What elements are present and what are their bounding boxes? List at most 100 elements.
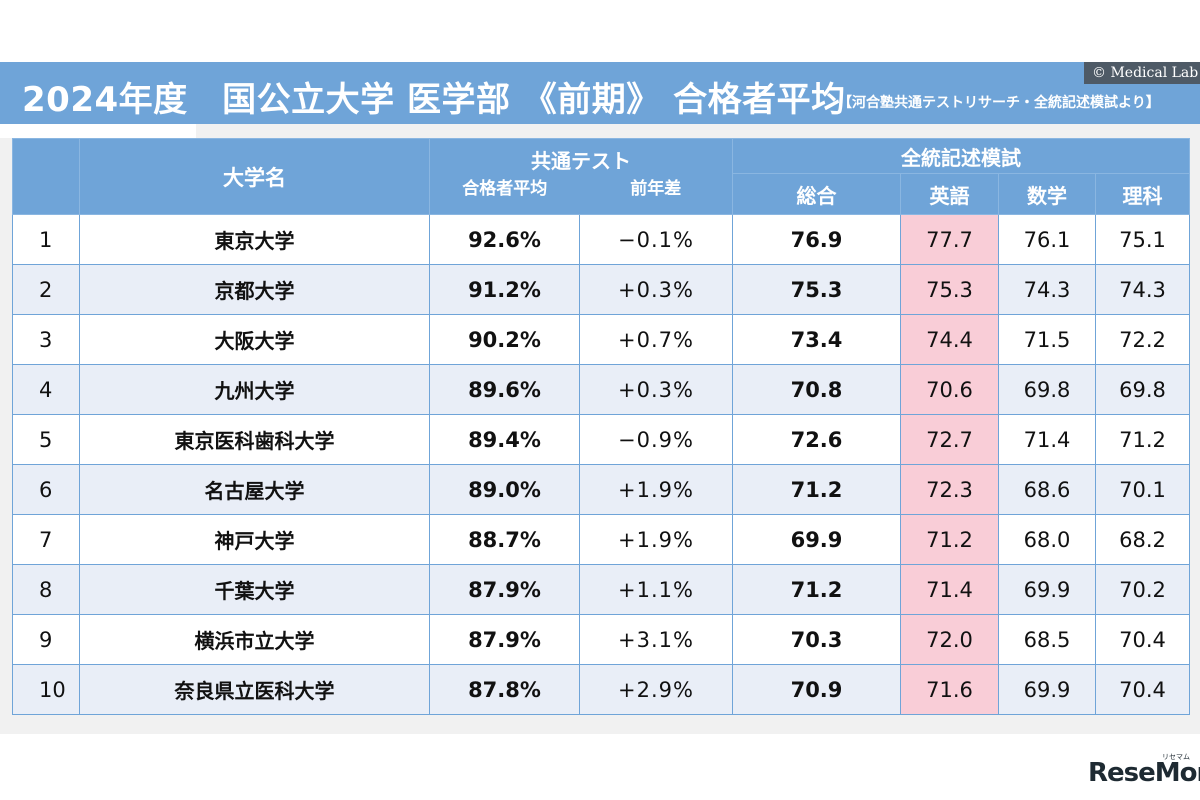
kyotsu-diff-cell: −0.9% xyxy=(579,414,733,465)
rank-cell: 2 xyxy=(12,264,80,315)
kyotsu-diff-cell: +0.3% xyxy=(579,364,733,415)
table-row: 8 千葉大学 87.9% +1.1% 71.2 71.4 69.9 70.2 xyxy=(12,564,1190,615)
header-math: 数学 xyxy=(998,173,1096,215)
science-score-cell: 70.1 xyxy=(1095,464,1190,515)
english-score-cell: 71.4 xyxy=(900,564,999,615)
total-score-cell: 71.2 xyxy=(732,464,901,515)
table-row: 7 神戸大学 88.7% +1.9% 69.9 71.2 68.0 68.2 xyxy=(12,514,1190,565)
header-row-top: 大学名 共通テスト 全統記述模試 xyxy=(12,138,1190,215)
rank-cell: 6 xyxy=(12,464,80,515)
header-university: 大学名 xyxy=(79,138,430,215)
total-score-cell: 72.6 xyxy=(732,414,901,465)
math-score-cell: 69.9 xyxy=(998,564,1096,615)
table-row: 2 京都大学 91.2% +0.3% 75.3 75.3 74.3 74.3 xyxy=(12,264,1190,315)
university-name-cell: 東京大学 xyxy=(79,214,430,265)
rank-cell: 1 xyxy=(12,214,80,265)
rank-cell: 9 xyxy=(12,614,80,665)
kyotsu-avg-cell: 92.6% xyxy=(429,214,580,265)
header-kyotsu: 共通テスト xyxy=(429,138,733,174)
table-row: 5 東京医科歯科大学 89.4% −0.9% 72.6 72.7 71.4 71.2 xyxy=(12,414,1190,465)
kyotsu-diff-cell: +1.9% xyxy=(579,464,733,515)
kyotsu-diff-cell: +1.9% xyxy=(579,514,733,565)
english-score-cell: 72.7 xyxy=(900,414,999,465)
science-score-cell: 72.2 xyxy=(1095,314,1190,365)
resemom-logo-small: リセマム xyxy=(1162,753,1190,761)
total-score-cell: 70.9 xyxy=(732,664,901,715)
total-score-cell: 69.9 xyxy=(732,514,901,565)
header-english: 英語 xyxy=(900,173,999,215)
ranking-table: 大学名 共通テスト 全統記述模試 合格者平均 前年差 総合 英語 数学 理科 1… xyxy=(12,138,1190,715)
science-score-cell: 68.2 xyxy=(1095,514,1190,565)
university-name-cell: 神戸大学 xyxy=(79,514,430,565)
science-score-cell: 71.2 xyxy=(1095,414,1190,465)
kyotsu-avg-cell: 87.9% xyxy=(429,564,580,615)
header-science: 理科 xyxy=(1095,173,1190,215)
science-score-cell: 69.8 xyxy=(1095,364,1190,415)
kyotsu-avg-cell: 89.0% xyxy=(429,464,580,515)
english-score-cell: 71.6 xyxy=(900,664,999,715)
kyotsu-diff-cell: +1.1% xyxy=(579,564,733,615)
university-name-cell: 奈良県立医科大学 xyxy=(79,664,430,715)
english-score-cell: 71.2 xyxy=(900,514,999,565)
rank-cell: 8 xyxy=(12,564,80,615)
rank-cell: 3 xyxy=(12,314,80,365)
header-kyotsu-diff: 前年差 xyxy=(579,173,733,215)
kyotsu-avg-cell: 89.4% xyxy=(429,414,580,465)
english-score-cell: 70.6 xyxy=(900,364,999,415)
kyotsu-diff-cell: −0.1% xyxy=(579,214,733,265)
english-score-cell: 77.7 xyxy=(900,214,999,265)
science-score-cell: 70.2 xyxy=(1095,564,1190,615)
math-score-cell: 69.8 xyxy=(998,364,1096,415)
rank-cell: 4 xyxy=(12,364,80,415)
header-zento: 全統記述模試 xyxy=(732,138,1190,174)
total-score-cell: 70.3 xyxy=(732,614,901,665)
total-score-cell: 76.9 xyxy=(732,214,901,265)
kyotsu-diff-cell: +0.7% xyxy=(579,314,733,365)
rank-cell: 7 xyxy=(12,514,80,565)
university-name-cell: 京都大学 xyxy=(79,264,430,315)
kyotsu-diff-cell: +0.3% xyxy=(579,264,733,315)
total-score-cell: 75.3 xyxy=(732,264,901,315)
table-row: 10 奈良県立医科大学 87.8% +2.9% 70.9 71.6 69.9 70.4 xyxy=(12,664,1190,715)
science-score-cell: 70.4 xyxy=(1095,664,1190,715)
kyotsu-diff-cell: +2.9% xyxy=(579,664,733,715)
total-score-cell: 71.2 xyxy=(732,564,901,615)
kyotsu-avg-cell: 90.2% xyxy=(429,314,580,365)
total-score-cell: 73.4 xyxy=(732,314,901,365)
university-name-cell: 大阪大学 xyxy=(79,314,430,365)
kyotsu-avg-cell: 87.8% xyxy=(429,664,580,715)
rank-cell: 10 xyxy=(12,664,80,715)
math-score-cell: 76.1 xyxy=(998,214,1096,265)
math-score-cell: 68.6 xyxy=(998,464,1096,515)
table-row: 9 横浜市立大学 87.9% +3.1% 70.3 72.0 68.5 70.4 xyxy=(12,614,1190,665)
page-title: 2024年度 国公立大学 医学部 《前期》 合格者平均 xyxy=(22,80,846,120)
total-score-cell: 70.8 xyxy=(732,364,901,415)
table-row: 1 東京大学 92.6% −0.1% 76.9 77.7 76.1 75.1 xyxy=(12,214,1190,265)
english-score-cell: 75.3 xyxy=(900,264,999,315)
kyotsu-avg-cell: 87.9% xyxy=(429,614,580,665)
header-kyotsu-avg: 合格者平均 xyxy=(429,173,580,215)
panel-notch xyxy=(0,124,196,138)
table-row: 6 名古屋大学 89.0% +1.9% 71.2 72.3 68.6 70.1 xyxy=(12,464,1190,515)
science-score-cell: 74.3 xyxy=(1095,264,1190,315)
english-score-cell: 72.3 xyxy=(900,464,999,515)
science-score-cell: 70.4 xyxy=(1095,614,1190,665)
source-note: 【河合塾共通テストリサーチ・全統記述模試より】 xyxy=(838,95,1160,111)
english-score-cell: 72.0 xyxy=(900,614,999,665)
title-banner xyxy=(0,62,1200,124)
kyotsu-avg-cell: 91.2% xyxy=(429,264,580,315)
header-row-bottom: 合格者平均 前年差 総合 英語 数学 理科 xyxy=(13,173,1190,215)
math-score-cell: 68.0 xyxy=(998,514,1096,565)
kyotsu-avg-cell: 88.7% xyxy=(429,514,580,565)
header-total: 総合 xyxy=(732,173,901,215)
university-name-cell: 九州大学 xyxy=(79,364,430,415)
table-row: 4 九州大学 89.6% +0.3% 70.8 70.6 69.8 69.8 xyxy=(12,364,1190,415)
math-score-cell: 71.4 xyxy=(998,414,1096,465)
university-name-cell: 千葉大学 xyxy=(79,564,430,615)
math-score-cell: 69.9 xyxy=(998,664,1096,715)
english-score-cell: 74.4 xyxy=(900,314,999,365)
table-row: 3 大阪大学 90.2% +0.7% 73.4 74.4 71.5 72.2 xyxy=(12,314,1190,365)
header-rank xyxy=(12,138,80,215)
university-name-cell: 東京医科歯科大学 xyxy=(79,414,430,465)
math-score-cell: 68.5 xyxy=(998,614,1096,665)
